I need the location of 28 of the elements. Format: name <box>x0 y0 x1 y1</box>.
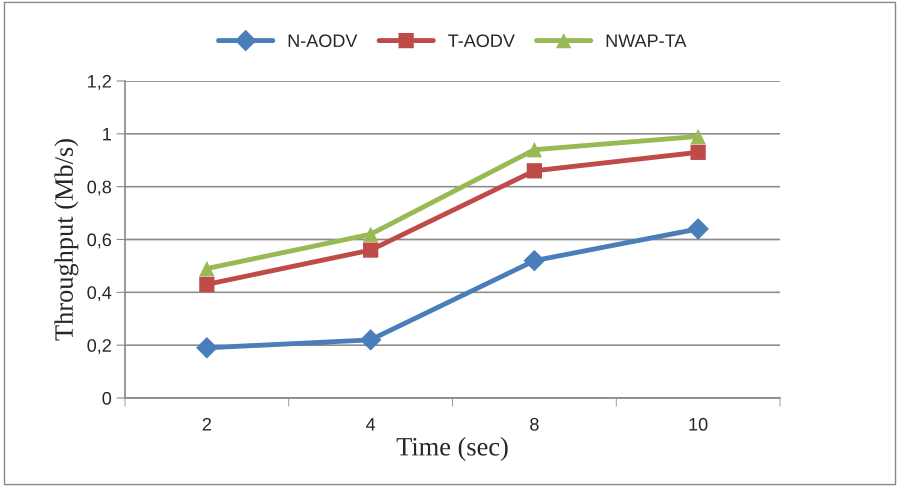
legend-label: N-AODV <box>288 34 358 48</box>
point <box>196 337 218 359</box>
point <box>199 276 215 292</box>
x-tick-label: 4 <box>366 418 376 431</box>
y-tick-label: 1,2 <box>88 74 111 90</box>
point <box>524 250 546 272</box>
point <box>526 142 542 158</box>
x-axis-title: Time (sec) <box>396 437 508 461</box>
point <box>360 329 382 351</box>
point <box>362 242 378 258</box>
point <box>362 226 378 242</box>
point <box>199 260 215 276</box>
point <box>687 218 709 240</box>
point <box>526 163 542 178</box>
x-tick-label: 8 <box>530 418 539 431</box>
x-tick-label: 10 <box>689 418 708 431</box>
point <box>690 144 706 160</box>
y-axis-title: Throughput (Mb/s) <box>54 139 78 341</box>
x-tick-label: 2 <box>202 418 211 431</box>
point <box>690 128 706 144</box>
y-tick-label: 0,2 <box>87 339 111 354</box>
y-tick-label: 0 <box>102 392 112 405</box>
y-tick-label: 0,8 <box>87 180 112 196</box>
legend-label: T-AODV <box>448 34 515 48</box>
y-tick-label: 1 <box>103 128 111 140</box>
y-tick-label: 0,6 <box>87 233 112 248</box>
y-tick-label: 0,4 <box>87 286 112 302</box>
legend-label: NWAP-TA <box>606 34 686 47</box>
